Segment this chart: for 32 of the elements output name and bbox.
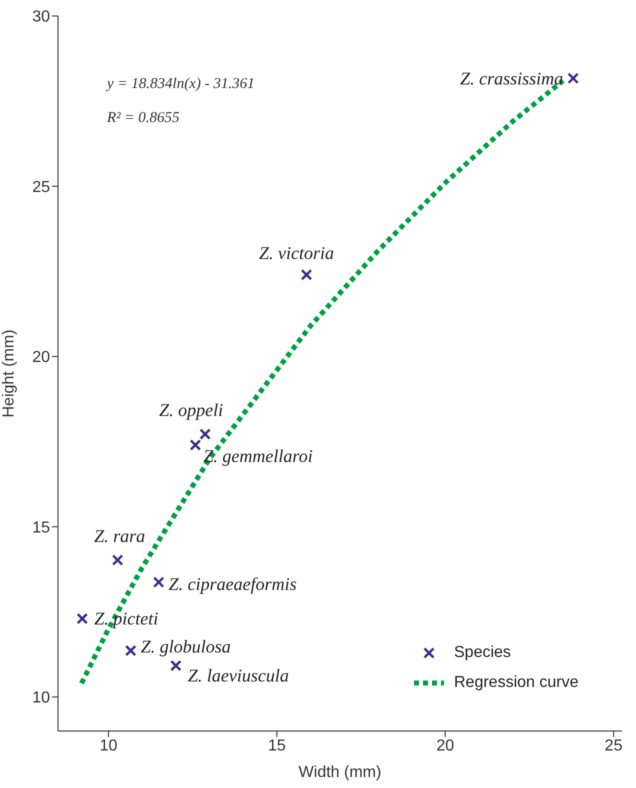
equation-note: y = 18.834ln(x) - 31.361 [107,76,255,93]
x-tick-label: 20 [436,737,454,754]
y-tick-label: 15 [32,519,50,536]
y-tick-label: 25 [32,178,50,196]
point [199,428,211,440]
legend-label: Species [454,644,511,662]
annotation: Z. rara [94,526,146,546]
point [300,269,312,280]
point [567,72,579,84]
y-tick-label: 10 [32,690,50,707]
annotation: Z. picteti [94,608,158,629]
annotation: Z. oppeli [159,400,224,420]
x-tick-label: 10 [100,737,118,754]
y-axis-title: Height (mm) [0,329,18,418]
y-tick-label: 20 [32,349,50,366]
annotation: Z. crassissima [460,68,564,88]
point [125,644,136,656]
point [112,554,124,566]
point [170,660,182,672]
y-tick-label: 30 [32,8,50,26]
equation-note: R² = 0.8655 [107,110,180,127]
x-axis-title: Width (mm) [298,764,382,781]
point [152,576,164,588]
point [190,439,202,451]
annotation: Z. victoria [258,242,334,263]
x-tick-label: 25 [604,737,623,754]
annotation: Z. globulosa [140,636,231,657]
legend-label: Regression curve [454,674,578,692]
annotation: Z. cipraeaeformis [168,574,297,594]
annotation: Z. laeviuscula [188,666,289,686]
x-tick-label: 15 [268,737,286,754]
point [76,612,88,624]
